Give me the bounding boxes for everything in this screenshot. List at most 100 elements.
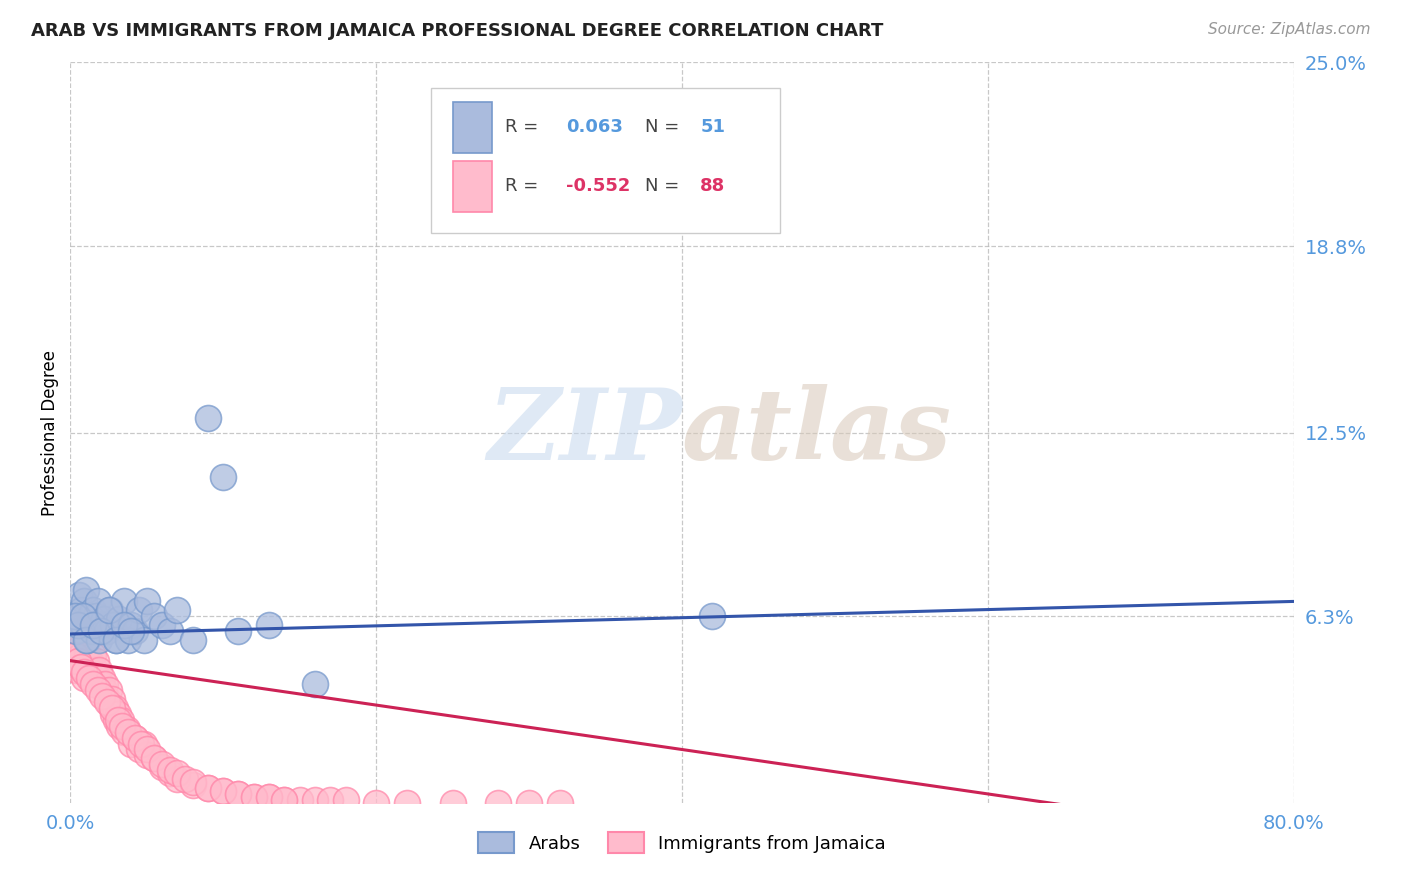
Text: ZIP: ZIP (486, 384, 682, 481)
Point (166, 603, 188, 617)
Point (181, 632, 204, 647)
Point (87, 672, 110, 686)
Point (228, 787, 250, 801)
Point (83, 663, 105, 677)
Point (87, 594, 110, 608)
Point (441, 796, 464, 810)
Point (135, 742, 157, 756)
Point (108, 612, 131, 626)
Point (77, 663, 100, 677)
Point (80, 672, 103, 686)
Point (107, 713, 129, 727)
Point (77, 618, 100, 632)
Point (197, 780, 219, 795)
Point (107, 706, 129, 721)
Point (121, 618, 143, 632)
Point (124, 731, 146, 745)
Text: 0.063: 0.063 (565, 118, 623, 136)
Point (79, 609, 101, 624)
Point (159, 766, 181, 780)
Point (70, 603, 93, 617)
Point (488, 796, 510, 810)
Y-axis label: Professional Degree: Professional Degree (41, 350, 59, 516)
Point (87, 683, 110, 698)
Point (110, 713, 132, 727)
Point (197, 410, 219, 425)
Point (72, 609, 94, 624)
Text: N =: N = (645, 178, 685, 195)
Point (105, 632, 128, 647)
Point (150, 618, 173, 632)
Text: -0.552: -0.552 (565, 178, 630, 195)
Point (115, 722, 138, 736)
Point (150, 760, 173, 774)
Point (76, 632, 98, 647)
Point (69, 654, 91, 668)
Point (243, 789, 266, 804)
Point (93, 612, 115, 626)
Point (80, 624, 103, 638)
Point (159, 763, 181, 777)
Point (132, 737, 155, 751)
Point (96, 695, 118, 709)
Point (100, 701, 122, 715)
Point (128, 742, 150, 756)
Point (62, 654, 84, 668)
Point (91, 689, 114, 703)
Point (63, 648, 86, 662)
Point (228, 624, 250, 638)
Point (79, 654, 101, 668)
Point (65, 663, 87, 677)
Point (75, 582, 97, 597)
FancyBboxPatch shape (453, 102, 492, 153)
Point (84, 654, 107, 668)
Point (93, 683, 115, 698)
Point (89, 632, 111, 647)
Point (117, 632, 139, 647)
Point (96, 692, 118, 706)
Point (104, 701, 127, 715)
Point (70, 659, 93, 673)
Point (212, 784, 235, 798)
Point (128, 603, 150, 617)
Text: 51: 51 (700, 118, 725, 136)
Point (100, 692, 122, 706)
FancyBboxPatch shape (453, 161, 492, 212)
Point (70, 648, 93, 662)
Point (62, 612, 84, 626)
Point (366, 796, 388, 810)
Point (66, 618, 89, 632)
Point (129, 737, 152, 751)
Point (135, 594, 157, 608)
Point (72, 618, 94, 632)
Point (335, 793, 357, 807)
Point (73, 665, 96, 680)
Point (112, 594, 135, 608)
Point (94, 677, 117, 691)
Point (273, 793, 295, 807)
Point (73, 594, 96, 608)
Point (77, 672, 100, 686)
Point (108, 719, 131, 733)
Point (82, 618, 104, 632)
Point (76, 648, 98, 662)
Point (90, 677, 112, 691)
Point (96, 624, 118, 638)
Point (112, 724, 135, 739)
Point (257, 789, 280, 804)
Point (112, 618, 135, 632)
Point (166, 766, 188, 780)
Point (132, 632, 155, 647)
Point (72, 663, 94, 677)
Point (98, 698, 121, 712)
Text: atlas: atlas (682, 384, 952, 481)
FancyBboxPatch shape (432, 88, 780, 233)
Point (75, 654, 97, 668)
Point (82, 603, 104, 617)
Text: ARAB VS IMMIGRANTS FROM JAMAICA PROFESSIONAL DEGREE CORRELATION CHART: ARAB VS IMMIGRANTS FROM JAMAICA PROFESSI… (31, 22, 883, 40)
Point (273, 793, 295, 807)
Point (63, 609, 86, 624)
Point (243, 789, 266, 804)
Point (257, 789, 280, 804)
Point (517, 796, 540, 810)
